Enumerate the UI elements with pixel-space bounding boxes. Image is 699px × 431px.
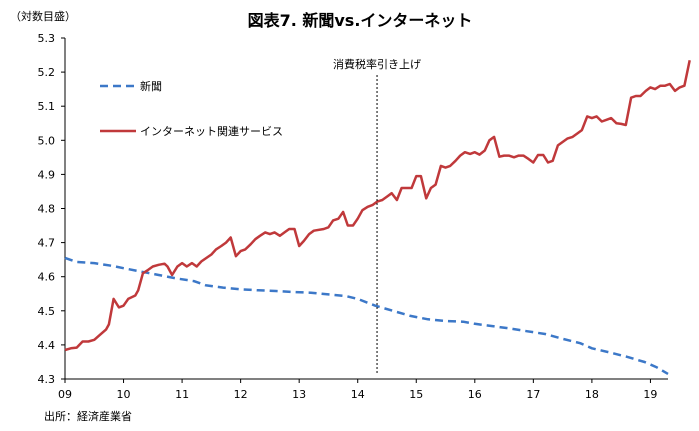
plot-area: 4.3 4.4 4.5 4.6 4.7 4.8 4.9 5.0 5.1 5.2 5.3 09 10 11 1… [38,32,668,401]
y-tick-label: 5.0 [38,134,56,147]
y-tick-label: 4.9 [38,168,56,181]
x-tick-label: 18 [585,388,599,401]
y-axis-label: （対数目盛） [10,9,76,23]
legend-label: インターネット関連サービス [140,124,283,138]
x-tick-label: 19 [643,388,657,401]
y-tick-label: 5.2 [38,66,56,79]
x-tick-label: 10 [117,388,131,401]
annotation-label: 消費税率引き上げ [333,57,421,71]
x-tick-label: 11 [175,388,189,401]
y-tick-label: 5.3 [38,32,56,45]
y-tick-label: 4.8 [38,203,56,216]
x-tick-label: 12 [234,388,248,401]
x-tick-label: 14 [351,388,365,401]
x-tick-label: 13 [292,388,306,401]
source-note: 出所：経済産業省 [44,410,132,423]
y-tick-label: 4.5 [38,305,56,318]
y-tick-label: 4.6 [38,271,56,284]
series-layer [64,59,691,375]
x-tick-label: 15 [409,388,423,401]
y-tick-label: 5.1 [38,100,56,113]
x-tick-label: 16 [468,388,482,401]
x-tick-label: 17 [526,388,540,401]
y-tick-label: 4.3 [38,373,56,386]
x-tick-label: 09 [58,388,72,401]
chart-title: 図表7. 新聞vs.インターネット [248,11,473,30]
series-line-newspaper [64,256,669,375]
y-tick-label: 4.7 [38,237,56,250]
series-line-internet [64,59,691,352]
annotation: 消費税率引き上げ [333,57,421,374]
y-tick-label: 4.4 [38,339,56,352]
legend-label: 新聞 [140,79,162,93]
